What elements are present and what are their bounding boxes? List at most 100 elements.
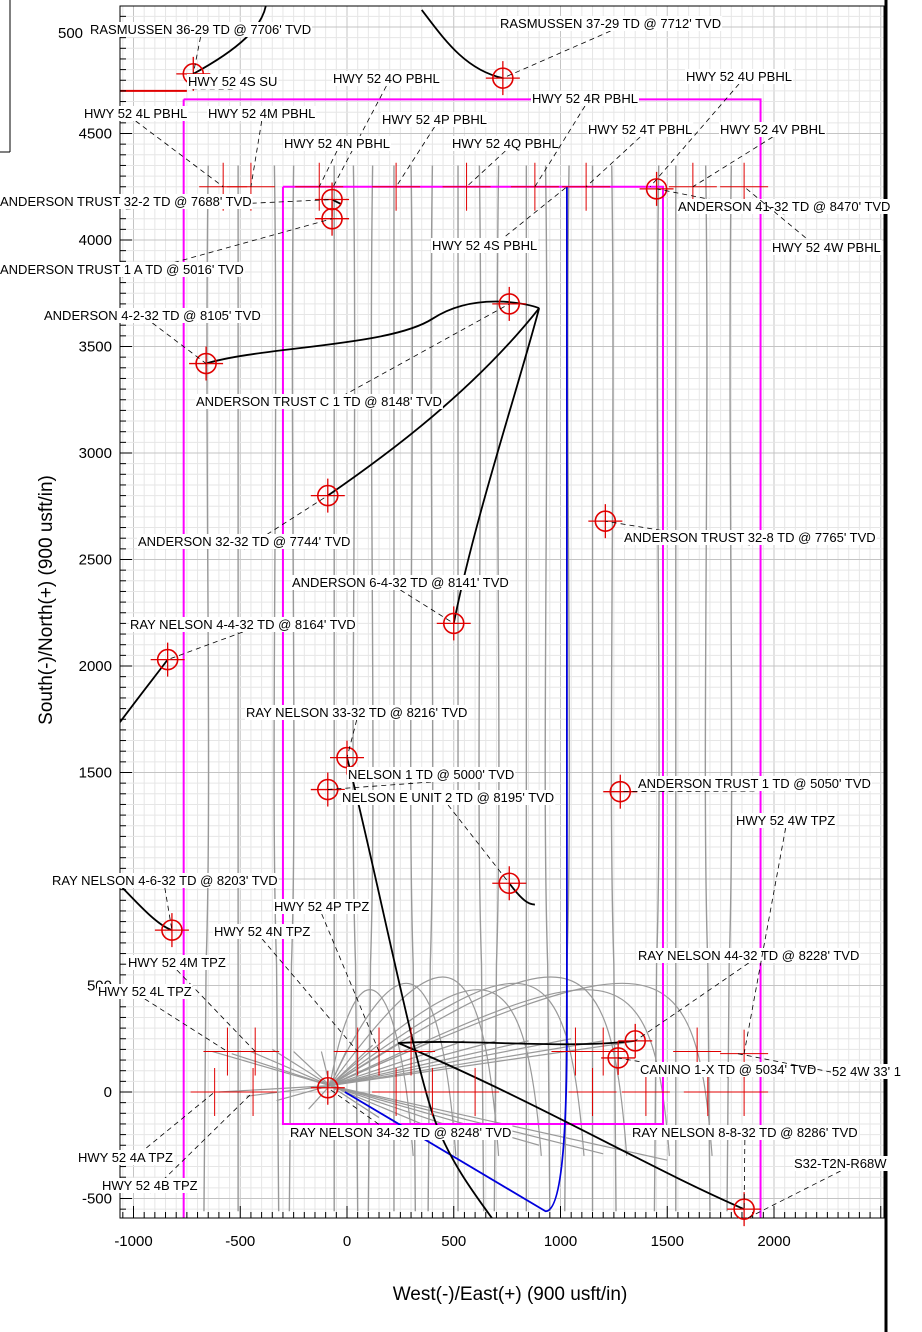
label-background — [531, 91, 639, 106]
spoke-line — [329, 1085, 668, 1161]
annotation-label: HWY 52 4N TPZ — [214, 924, 310, 939]
annotation-label: HWY 52 4R PBHL — [532, 91, 638, 106]
target-label: NELSON E UNIT 2 TD @ 8195' TVD — [342, 790, 554, 805]
target-label: ANDERSON TRUST 1 TD @ 5050' TVD — [638, 776, 871, 791]
label-background — [187, 74, 279, 89]
label-background — [207, 106, 317, 121]
actual-wellbore — [508, 882, 535, 906]
spoke-line — [329, 1040, 604, 1087]
x-tick-label: 500 — [441, 1233, 466, 1250]
label-background — [43, 308, 262, 323]
leader-line — [743, 1139, 746, 1210]
target-label: ANDERSON 6-4-32 TD @ 8141' TVD — [292, 575, 509, 590]
label-background — [637, 776, 872, 791]
actual-wellbore — [421, 9, 504, 79]
leader-line — [321, 913, 380, 1052]
actual-wellbore — [346, 757, 493, 1218]
offset-well-line — [273, 165, 280, 1212]
annotation-label: HWY 52 4M PBHL — [208, 106, 315, 121]
label-background — [283, 136, 391, 151]
offset-well-line — [410, 165, 417, 1212]
label-background — [719, 122, 827, 137]
label-background — [245, 705, 469, 720]
offset-well-line — [610, 165, 617, 1212]
annotation-label: HWY 52 4N PBHL — [284, 136, 390, 151]
label-background — [735, 813, 837, 828]
target-label: ANDERSON 41-32 TD @ 8470' TVD — [678, 199, 890, 214]
spoke-line — [329, 1040, 497, 1087]
x-tick-label: -500 — [225, 1233, 255, 1250]
target-label: RASMUSSEN 36-29 TD @ 7706' TVD — [90, 22, 311, 37]
label-background — [587, 122, 694, 137]
annotation-label: HWY 52 4S SU — [188, 74, 277, 89]
label-background — [195, 394, 443, 409]
spoke-line — [308, 1085, 331, 1110]
leader-line — [250, 120, 263, 187]
target-label: ANDERSON TRUST C 1 TD @ 8148' TVD — [196, 394, 442, 409]
annotation-label: HWY 52 4B TPZ — [102, 1178, 198, 1193]
annotation-label: HWY 52 4O PBHL — [333, 71, 440, 86]
spoke-line — [329, 1085, 380, 1119]
label-background — [101, 1178, 199, 1193]
leader-line — [692, 136, 773, 188]
annotation-label: HWY 52 4V PBHL — [720, 122, 825, 137]
leader-line — [318, 303, 510, 410]
leader-line — [152, 322, 207, 364]
annotation-label: HWY 52 4Q PBHL — [452, 136, 559, 151]
label-background — [289, 1125, 513, 1140]
y-tick-label: 4500 — [79, 126, 112, 143]
actual-wellbore — [331, 198, 341, 205]
offset-loop — [329, 989, 414, 1156]
offset-well-line — [203, 165, 210, 1212]
offset-well-line — [352, 165, 359, 1212]
target-label: RAY NELSON 34-32 TD @ 8248' TVD — [290, 1125, 511, 1140]
y-tick-label: 1500 — [79, 765, 112, 782]
label-background — [0, 194, 253, 209]
offset-well-line — [726, 165, 733, 1212]
spoke-line — [250, 1050, 331, 1087]
leader-line — [585, 136, 641, 188]
label-background — [499, 16, 723, 31]
spoke-line — [329, 1085, 604, 1155]
target-label: RASMUSSEN 37-29 TD @ 7712' TVD — [500, 16, 721, 31]
annotation-label: HWY 52 4U PBHL — [686, 69, 792, 84]
spoke-line — [218, 1085, 330, 1093]
label-background — [831, 1064, 902, 1079]
offset-loop — [329, 989, 670, 1156]
leader-line — [502, 30, 611, 79]
leader-line — [318, 150, 338, 187]
annotation-label: HWY 52 4P PBHL — [382, 112, 487, 127]
offset-well-line — [427, 165, 434, 1212]
leader-line — [244, 495, 329, 550]
leader-line — [620, 790, 755, 793]
y-tick-label: 2000 — [79, 658, 112, 675]
leader-line — [167, 631, 243, 660]
offset-loop — [329, 982, 585, 1156]
x-tick-label: 1500 — [651, 1233, 684, 1250]
actual-wellbore — [205, 300, 540, 365]
leader-line — [135, 120, 224, 188]
annotation-label: HWY 52 4W PBHL — [772, 240, 881, 255]
label-background — [137, 534, 352, 549]
label-background — [347, 767, 516, 782]
label-background — [637, 948, 861, 963]
annotation-label: HWY 52 4W TPZ — [736, 813, 835, 828]
label-background — [431, 238, 539, 253]
spoke-line — [329, 1040, 529, 1087]
actual-wellbore — [120, 659, 169, 724]
target-label: ANDERSON 32-32 TD @ 7744' TVD — [138, 534, 350, 549]
leader-line — [327, 1087, 401, 1141]
leader-line — [346, 719, 358, 758]
annotation-label: HWY 52 4S PBHL — [432, 238, 537, 253]
annotation-label: HWY 52 4A TPZ — [78, 1150, 173, 1165]
label-background — [685, 69, 793, 84]
label-background — [631, 1125, 859, 1140]
x-tick-label: -1000 — [114, 1233, 152, 1250]
annotation-labels: RASMUSSEN 36-29 TD @ 7706' TVD RASMUSSEN … — [0, 16, 902, 1221]
offset-loop — [329, 982, 457, 1156]
spoke-line — [271, 1048, 331, 1087]
label-background — [77, 1150, 174, 1165]
actual-wellbore — [192, 6, 267, 75]
plot-frame — [0, 0, 888, 1332]
